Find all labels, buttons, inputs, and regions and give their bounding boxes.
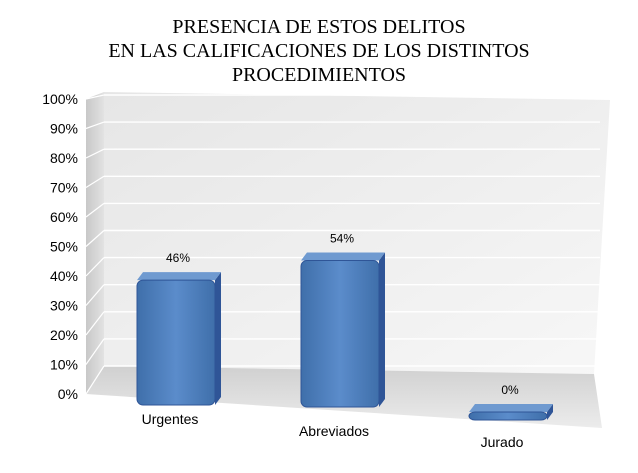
y-tick-label: 10% bbox=[50, 357, 78, 373]
side-gridline bbox=[85, 121, 105, 130]
bar bbox=[300, 259, 380, 408]
y-tick-label: 40% bbox=[50, 268, 78, 284]
data-label: 46% bbox=[166, 251, 190, 265]
side-gridline bbox=[85, 230, 105, 247]
bar-top bbox=[301, 252, 385, 261]
back-wall bbox=[104, 92, 610, 374]
y-tick-label: 100% bbox=[42, 91, 78, 107]
bar bbox=[468, 411, 548, 421]
side-gridline bbox=[85, 311, 105, 336]
y-tick-label: 70% bbox=[50, 180, 78, 196]
labels: 46% Urgentes 54% Abreviados 0% Jurado bbox=[142, 231, 524, 450]
y-tick-label: 90% bbox=[50, 121, 78, 137]
chart-title-line-3: PROCEDIMIENTOS bbox=[232, 64, 406, 86]
side-wall bbox=[86, 92, 104, 394]
side-gridline bbox=[85, 175, 105, 189]
y-tick-label: 0% bbox=[58, 386, 78, 402]
data-label: 54% bbox=[330, 231, 354, 245]
bar-top bbox=[137, 272, 221, 281]
bar-side bbox=[215, 272, 221, 405]
data-label: 0% bbox=[501, 383, 519, 397]
bar bbox=[136, 279, 216, 406]
bar-side bbox=[379, 252, 385, 407]
y-tick-label: 20% bbox=[50, 327, 78, 343]
side-gridline bbox=[85, 202, 105, 218]
category-label: Abreviados bbox=[299, 423, 369, 439]
y-tick-label: 50% bbox=[50, 239, 78, 255]
chart-title-line-2: EN LAS CALIFICACIONES DE LOS DISTINTOS bbox=[108, 40, 529, 62]
bars bbox=[136, 252, 553, 421]
side-gridline bbox=[85, 338, 105, 365]
bar-top bbox=[469, 404, 553, 412]
category-label: Jurado bbox=[481, 434, 524, 450]
side-gridline bbox=[85, 365, 105, 395]
side-gridline bbox=[85, 94, 105, 100]
chart-title-line-1: PRESENCIA DE ESTOS DELITOS bbox=[172, 16, 465, 38]
side-gridline bbox=[85, 257, 105, 277]
y-tick-label: 80% bbox=[50, 150, 78, 166]
y-tick-label: 60% bbox=[50, 209, 78, 225]
y-tick-label: 30% bbox=[50, 298, 78, 314]
category-label: Urgentes bbox=[142, 411, 199, 427]
side-gridline bbox=[85, 148, 105, 159]
y-axis-ticks: 0% 10% 20% 30% 40% 50% 60% 70% 80% 90% 100% bbox=[42, 91, 78, 402]
bar-side bbox=[547, 404, 553, 420]
side-gridline bbox=[85, 284, 105, 306]
